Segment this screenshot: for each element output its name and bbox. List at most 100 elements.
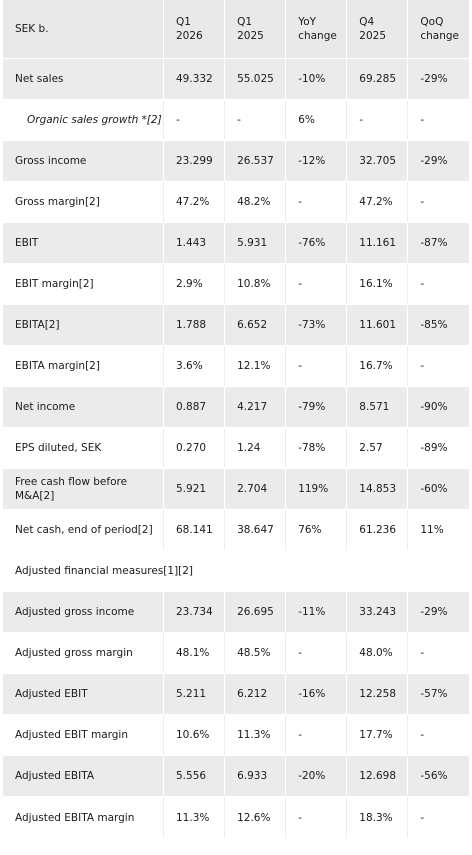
row-label: Free cash flow before M&A[2] <box>3 468 164 510</box>
cell-value: 48.1% <box>162 632 225 674</box>
cell-value: 47.2% <box>162 181 225 223</box>
cell-value: 2.9% <box>162 263 225 305</box>
financial-summary-table-container: SEK b. Q1 2026 Q1 2025 YoY change Q4 2025 Qo… <box>3 0 469 855</box>
table-row: EPS diluted, SEK 0.270 1.24 -78% 2.57 -8… <box>3 427 469 469</box>
financial-summary-table: SEK b. Q1 2026 Q1 2025 YoY change Q4 2025 Qo… <box>3 0 469 839</box>
cell-value: - <box>407 181 469 223</box>
table-row: Gross margin[2] 47.2% 48.2% - 47.2% - <box>3 181 469 223</box>
cell-value: - <box>285 345 347 387</box>
cell-value: 1.443 <box>162 222 225 264</box>
header-cell-unit: SEK b. <box>3 0 164 59</box>
table-row: Adjusted EBITA margin 11.3% 12.6% - 18.3… <box>3 796 469 839</box>
cell-value: -56% <box>407 755 469 797</box>
cell-value: 4.217 <box>224 386 286 428</box>
cell-value: -29% <box>407 591 469 633</box>
cell-value: 6% <box>285 99 347 141</box>
cell-value: 48.0% <box>346 632 408 674</box>
cell-value: - <box>407 632 469 674</box>
row-label: Adjusted gross income <box>3 591 164 633</box>
cell-value: 26.695 <box>224 591 286 633</box>
row-label: Gross margin[2] <box>3 181 164 223</box>
row-label: Net sales <box>3 58 164 100</box>
header-cell-q1-2025: Q1 2025 <box>224 0 286 59</box>
cell-value: 6.652 <box>224 304 286 346</box>
cell-value: 49.332 <box>162 58 225 100</box>
cell-value: 12.1% <box>224 345 286 387</box>
cell-value: - <box>407 345 469 387</box>
cell-value: 11.161 <box>346 222 408 264</box>
header-cell-qoq-change: QoQ change <box>407 0 469 59</box>
cell-value: - <box>224 99 286 141</box>
cell-value: 38.647 <box>224 509 286 551</box>
table-row: Organic sales growth *[2] - - 6% - - <box>3 99 469 141</box>
cell-value: 5.931 <box>224 222 286 264</box>
row-label: Adjusted EBIT <box>3 673 164 715</box>
cell-value: 48.5% <box>224 632 286 674</box>
cell-value: 10.8% <box>224 263 286 305</box>
table-row: EBIT 1.443 5.931 -76% 11.161 -87% <box>3 222 469 264</box>
cell-value: 23.299 <box>162 140 225 182</box>
table-row: Adjusted EBIT 5.211 6.212 -16% 12.258 -5… <box>3 673 469 715</box>
header-cell-q1-2026: Q1 2026 <box>162 0 225 59</box>
cell-value: -11% <box>285 591 347 633</box>
cell-value: 11% <box>407 509 469 551</box>
row-label: EBIT margin[2] <box>3 263 164 305</box>
cell-value: 2.704 <box>224 468 286 510</box>
cell-value: -60% <box>407 468 469 510</box>
cell-value: 12.258 <box>346 673 408 715</box>
cell-value: - <box>407 99 469 141</box>
row-label: Net cash, end of period[2] <box>3 509 164 551</box>
row-label: Net income <box>3 386 164 428</box>
cell-value: 11.3% <box>224 714 286 756</box>
cell-value: 3.6% <box>162 345 225 387</box>
cell-value: - <box>162 99 225 141</box>
cell-value: - <box>285 714 347 756</box>
cell-value: -29% <box>407 58 469 100</box>
row-label: Organic sales growth *[2] <box>3 99 164 141</box>
cell-value: - <box>285 181 347 223</box>
cell-value: 68.141 <box>162 509 225 551</box>
row-label: Adjusted gross margin <box>3 632 164 674</box>
row-label: Adjusted EBITA margin <box>3 796 164 839</box>
row-label: Adjusted EBITA <box>3 755 164 797</box>
cell-value: - <box>407 796 469 839</box>
table-row: Adjusted gross income 23.734 26.695 -11%… <box>3 591 469 633</box>
cell-value: - <box>407 714 469 756</box>
cell-value: 12.6% <box>224 796 286 839</box>
cell-value: 33.243 <box>346 591 408 633</box>
cell-value: -16% <box>285 673 347 715</box>
cell-value: 23.734 <box>162 591 225 633</box>
cell-value: 1.24 <box>224 427 286 469</box>
cell-value: 2.57 <box>346 427 408 469</box>
table-row: Gross income 23.299 26.537 -12% 32.705 -… <box>3 140 469 182</box>
cell-value: 17.7% <box>346 714 408 756</box>
row-label: EBITA[2] <box>3 304 164 346</box>
cell-value: 5.211 <box>162 673 225 715</box>
row-label: Gross income <box>3 140 164 182</box>
row-label: EBITA margin[2] <box>3 345 164 387</box>
cell-value: 1.788 <box>162 304 225 346</box>
cell-value: -87% <box>407 222 469 264</box>
cell-value: 6.933 <box>224 755 286 797</box>
cell-value: 0.887 <box>162 386 225 428</box>
table-row: Net income 0.887 4.217 -79% 8.571 -90% <box>3 386 469 428</box>
cell-value: -73% <box>285 304 347 346</box>
table-row: Adjusted EBITA 5.556 6.933 -20% 12.698 -… <box>3 755 469 797</box>
table-row: EBIT margin[2] 2.9% 10.8% - 16.1% - <box>3 263 469 305</box>
row-label: Adjusted EBIT margin <box>3 714 164 756</box>
cell-value: - <box>346 99 408 141</box>
cell-value: -20% <box>285 755 347 797</box>
table-row: Adjusted gross margin 48.1% 48.5% - 48.0… <box>3 632 469 674</box>
cell-value: 14.853 <box>346 468 408 510</box>
cell-value: 55.025 <box>224 58 286 100</box>
cell-value: 18.3% <box>346 796 408 839</box>
cell-value: -29% <box>407 140 469 182</box>
header-cell-q4-2025: Q4 2025 <box>346 0 408 59</box>
header-cell-yoy-change: YoY change <box>285 0 347 59</box>
cell-value: 6.212 <box>224 673 286 715</box>
section-header-row: Adjusted financial measures[1][2] <box>3 550 469 592</box>
cell-value: 12.698 <box>346 755 408 797</box>
row-label: EPS diluted, SEK <box>3 427 164 469</box>
cell-value: -57% <box>407 673 469 715</box>
cell-value: -78% <box>285 427 347 469</box>
